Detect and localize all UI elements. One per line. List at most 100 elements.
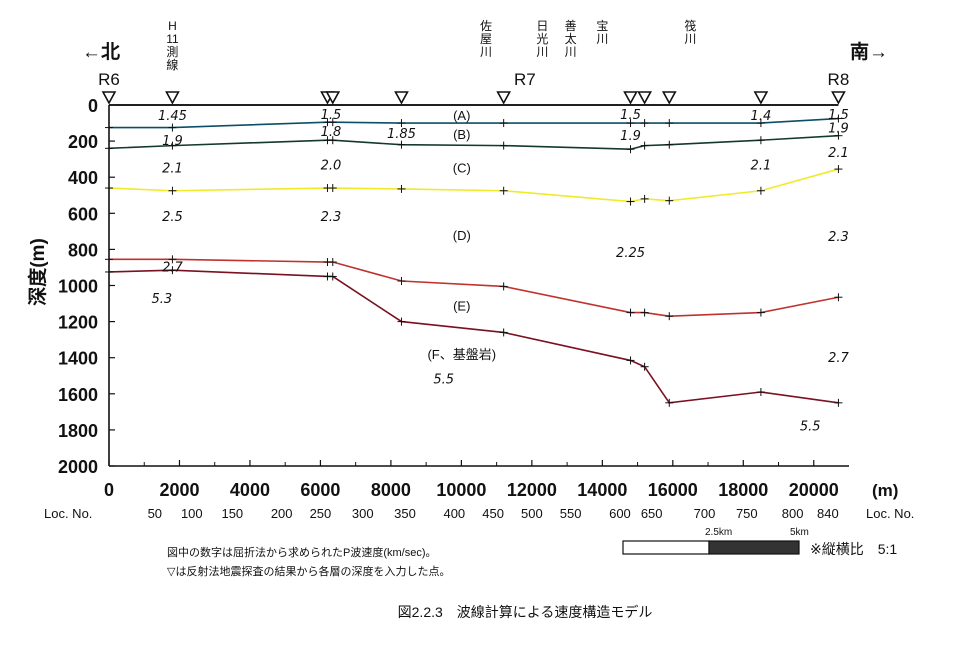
loc-tick-label: 250 <box>310 506 332 521</box>
velocity-label: 1.5 <box>620 108 641 123</box>
reflection-point-triangle <box>496 91 512 105</box>
crossing-label-char: 11 <box>166 32 179 46</box>
loc-tick-label: 700 <box>694 506 716 521</box>
layer-label: (F、基盤岩) <box>427 347 496 362</box>
loc-tick-label: 600 <box>609 506 631 521</box>
x-tick-label: 6000 <box>300 480 340 500</box>
layer-label: (E) <box>453 298 470 313</box>
loc-tick-label: 300 <box>352 506 374 521</box>
scale-bar-white <box>622 540 710 555</box>
reflection-point-triangle <box>101 91 117 105</box>
x-tick-label: 2000 <box>159 480 199 500</box>
crossing-label-char: 日 <box>536 19 548 33</box>
velocity-label: 5.3 <box>152 292 173 307</box>
velocity-label: 1.85 <box>387 127 416 142</box>
station-label: R8 <box>828 70 850 89</box>
y-axis-label: 深度(m) <box>26 238 49 306</box>
velocity-label: 2.3 <box>828 230 849 245</box>
station-label: R7 <box>514 70 536 89</box>
layer-label: (C) <box>453 160 471 175</box>
loc-tick-label: 100 <box>181 506 203 521</box>
velocity-label: 2.0 <box>321 159 342 174</box>
velocity-label: 2.25 <box>616 246 645 261</box>
aspect-ratio-note: ※縦横比 5:1 <box>810 541 897 557</box>
loc-tick-label: 650 <box>641 506 663 521</box>
y-tick-label: 1200 <box>58 313 98 333</box>
loc-tick-label: 750 <box>736 506 758 521</box>
crossing-label: 筏川 <box>684 19 696 46</box>
velocity-label: 5.5 <box>433 372 454 387</box>
layer-boundaries <box>105 104 843 407</box>
y-tick-label: 800 <box>68 240 98 260</box>
y-tick-label: 400 <box>68 168 98 188</box>
crossing-label-char: 測 <box>166 45 178 59</box>
loc-tick-label: 50 <box>148 506 162 521</box>
crossing-label: H 11 測線 <box>166 19 179 72</box>
velocity-label: 2.7 <box>162 261 183 276</box>
reflection-markers <box>101 91 846 105</box>
scale-bar: 2.5km 5km ※縦横比 5:1 <box>622 527 897 557</box>
reflection-point-triangle <box>637 91 652 105</box>
velocity-label: 1.9 <box>162 134 183 149</box>
reflection-point-triangle <box>325 91 341 105</box>
reflection-point-triangle <box>661 91 677 105</box>
x-tick-label: 12000 <box>507 480 557 500</box>
crossing-label: 佐屋川 <box>480 19 492 59</box>
velocity-label: 2.5 <box>162 210 183 225</box>
layer-boundary-line <box>109 258 839 317</box>
velocity-label: 2.1 <box>828 146 849 161</box>
annotations: R6 R7 R8H 11 測線佐屋川日光川善太川宝川筏川(A)(B)(C)(D)(E)(… <box>98 18 849 434</box>
crossing-label: 宝川 <box>596 19 608 46</box>
loc-tick-label: 150 <box>221 506 243 521</box>
x-tick-label: 18000 <box>718 480 768 500</box>
crossing-label-char: 川 <box>480 45 492 59</box>
velocity-label: 1.8 <box>321 125 342 140</box>
note-line-2: ▽は反射法地震探査の結果から各層の深度を入力した点。 <box>167 564 450 578</box>
loc-tick-label: 800 <box>782 506 804 521</box>
layer-boundary-line <box>108 134 839 151</box>
layer-boundary-line <box>108 168 839 203</box>
crossing-label-char: 川 <box>536 45 548 59</box>
crossing-label-char: 線 <box>166 57 178 72</box>
direction-south: 南→ <box>850 41 888 63</box>
note-line-1: 図中の数字は屈折法から求められたP波速度(km/sec)。 <box>167 545 437 559</box>
x-tick-label: 0 <box>104 480 114 500</box>
velocity-label: 2.3 <box>321 210 342 225</box>
x-tick-label: 16000 <box>648 480 698 500</box>
velocity-label: 1.4 <box>751 109 772 124</box>
layer-label: (D) <box>453 228 471 243</box>
crossing-label-char: 佐 <box>480 19 492 33</box>
scale-label-2-5km: 2.5km <box>705 527 732 538</box>
velocity-label: 1.45 <box>158 109 187 124</box>
loc-tick-label: 840 <box>817 506 839 521</box>
crossing-label-char: 川 <box>684 32 696 46</box>
crossing-label-char: 宝 <box>596 19 608 33</box>
velocity-label: 5.5 <box>800 419 821 434</box>
loc-tick-label: 550 <box>560 506 582 521</box>
reflection-point-triangle <box>394 91 409 105</box>
direction-north: ←北 <box>82 41 120 63</box>
velocity-label: 2.7 <box>828 351 849 366</box>
crossing-label-char: 川 <box>565 45 577 59</box>
crossing-label-char: 太 <box>565 31 577 46</box>
y-tick-label: 0 <box>88 96 98 116</box>
chart-title: 図2.2.3 波線計算による速度構造モデル <box>398 604 653 620</box>
crossing-label: 善太川 <box>565 18 577 59</box>
layer-boundary-line <box>108 269 839 404</box>
velocity-label: 2.1 <box>751 159 772 174</box>
layer-boundary-line <box>109 117 839 129</box>
x-tick-label: 20000 <box>789 480 839 500</box>
loc-tick-label: 500 <box>521 506 543 521</box>
loc-tick-label: 200 <box>271 506 293 521</box>
reflection-point-triangle <box>165 91 180 105</box>
layer-label: (B) <box>453 127 470 142</box>
y-tick-label: 1000 <box>58 277 98 297</box>
loc-label-right: Loc. No. <box>866 506 914 521</box>
reflection-point-triangle <box>623 91 638 105</box>
velocity-label: 1.5 <box>321 108 342 123</box>
loc-tick-label: 350 <box>394 506 416 521</box>
velocity-label: 2.1 <box>162 161 183 176</box>
loc-label-left: Loc. No. <box>44 506 92 521</box>
y-tick-label: 1400 <box>58 349 98 369</box>
loc-tick-label: 450 <box>482 506 504 521</box>
